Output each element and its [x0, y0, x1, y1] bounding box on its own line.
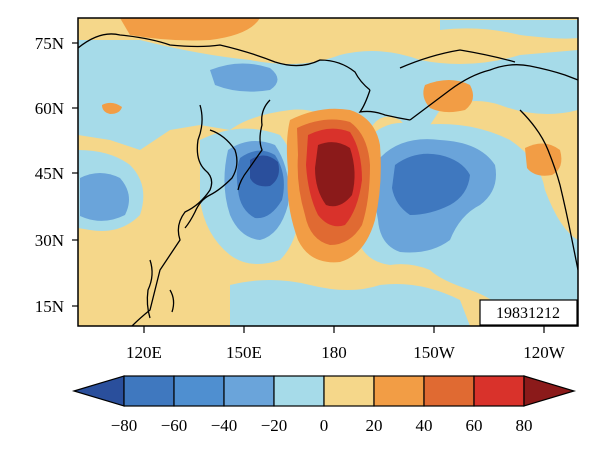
lon-axis: 120E 150E 180 150W 120W [126, 326, 566, 362]
positive-weak-region-far-east [525, 143, 562, 176]
lat-label-30n: 30N [35, 231, 64, 250]
colorbar-segment [423, 375, 475, 407]
colorbar-label: −60 [161, 416, 188, 435]
colorbar-label: 60 [466, 416, 483, 435]
positive-weak-region-east [423, 80, 474, 113]
date-stamp-box [479, 299, 578, 326]
negative-weak-region-northeast [440, 20, 578, 39]
negative-strong-region-east [392, 153, 470, 215]
coastlines [78, 33, 578, 326]
positive-weak-region-north [120, 18, 260, 41]
positive-weak-region-small [102, 102, 122, 114]
colorbar-segment [373, 375, 425, 407]
colorbar-left-arrow [71, 375, 125, 407]
colorbar-right-arrow [523, 375, 577, 407]
negative-mid-region-nw [210, 63, 278, 92]
lon-label-150e: 150E [226, 343, 262, 362]
lon-label-120e: 120E [126, 343, 162, 362]
positive-core-region [315, 142, 355, 207]
colorbar-label: −80 [111, 416, 138, 435]
negative-weak-region-south [230, 280, 470, 326]
negative-weak-region-north [78, 40, 578, 150]
anomaly-field [78, 18, 578, 326]
lat-label-45n: 45N [35, 164, 64, 183]
lat-axis: 75N 60N 45N 30N 15N [35, 34, 78, 316]
negative-mid-region-west [80, 173, 129, 221]
colorbar-label: −40 [211, 416, 238, 435]
colorbar-label: −20 [261, 416, 288, 435]
date-stamp-text: 19831212 [496, 305, 560, 322]
negative-core-region [250, 155, 279, 187]
lat-label-60n: 60N [35, 99, 64, 118]
date-stamp: 19831212 [479, 299, 578, 326]
lon-label-120w: 120W [523, 343, 566, 362]
colorbar: −80 −60 −40 −20 0 20 40 60 80 [71, 375, 577, 435]
lat-label-75n: 75N [35, 34, 64, 53]
plot-frame [77, 17, 579, 327]
colorbar-label: 80 [516, 416, 533, 435]
lon-label-180: 180 [321, 343, 347, 362]
colorbar-label: 40 [416, 416, 433, 435]
colorbar-segment [473, 375, 525, 407]
lat-label-15n: 15N [35, 297, 64, 316]
colorbar-segment [323, 375, 375, 407]
lon-label-150w: 150W [413, 343, 456, 362]
colorbar-segment [173, 375, 225, 407]
colorbar-segment [223, 375, 275, 407]
colorbar-label: 0 [320, 416, 329, 435]
colorbar-segment [123, 375, 175, 407]
colorbar-segment [273, 375, 325, 407]
colorbar-label: 20 [366, 416, 383, 435]
